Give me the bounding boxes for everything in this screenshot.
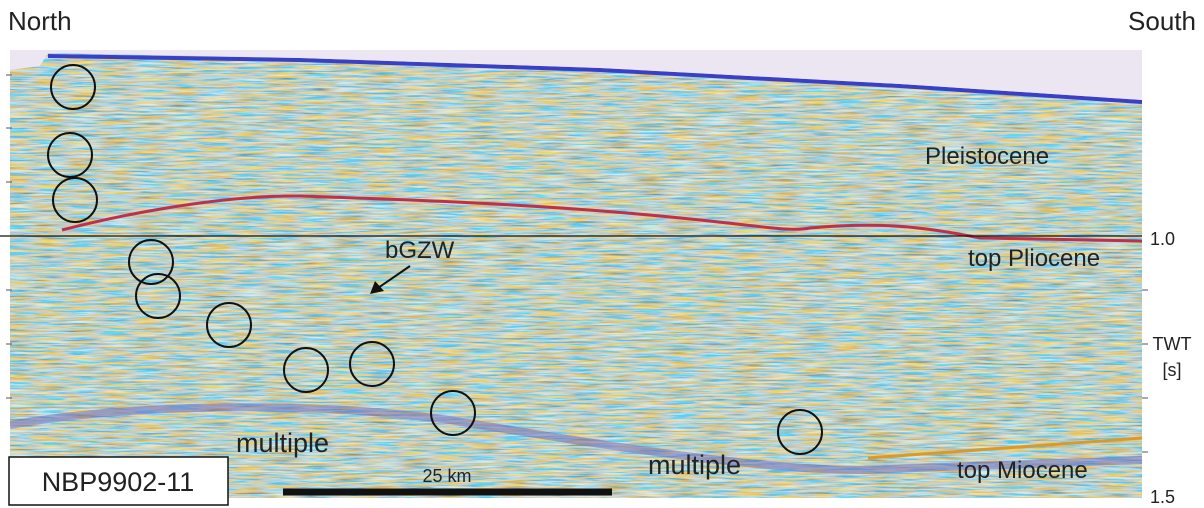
axis-unit: [s]: [1162, 360, 1181, 380]
figure: North South Pleistocene top Pliocene bGZ…: [0, 0, 1204, 508]
seismic-section: [10, 50, 1142, 498]
label: multiple: [648, 450, 741, 480]
north-label: North: [8, 6, 72, 36]
label: top Pliocene: [968, 245, 1100, 272]
axis-tick-label: 1.5: [1150, 487, 1175, 507]
axis-tick-label: 1.0: [1150, 229, 1175, 249]
scale-label: 25 km: [422, 466, 471, 486]
profile-label: NBP9902-11: [42, 467, 195, 497]
label: top Miocene: [957, 457, 1088, 484]
south-label: South: [1128, 6, 1196, 36]
label: Pleistocene: [925, 143, 1049, 170]
axis-label: TWT: [1153, 334, 1192, 354]
seismic-noise: [10, 50, 1142, 498]
label: bGZW: [385, 237, 455, 264]
label: multiple: [236, 428, 329, 458]
